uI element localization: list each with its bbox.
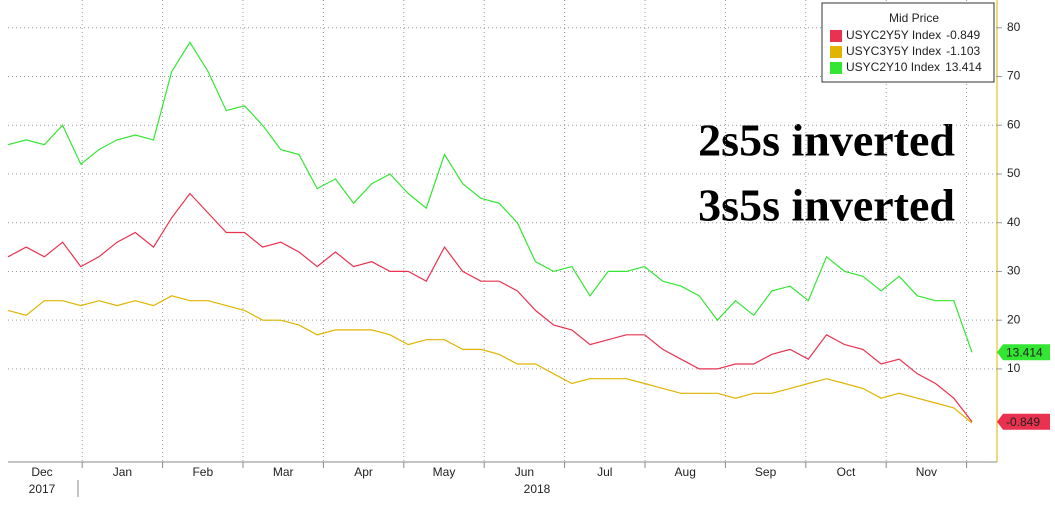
legend-value: 13.414 <box>945 60 982 74</box>
legend-box <box>821 2 995 83</box>
y-tick-label: 50 <box>1007 166 1021 180</box>
legend-swatch <box>830 62 842 74</box>
x-tick-label: Apr <box>354 465 373 479</box>
series-line <box>7 192 973 423</box>
x-tick-label: Oct <box>837 465 856 479</box>
x-tick-label: Mar <box>273 465 294 479</box>
y-tick-label: 80 <box>1007 20 1021 34</box>
legend-title: Mid Price <box>889 11 939 25</box>
x-tick-label: Jun <box>515 465 534 479</box>
legend-value: -1.103 <box>946 44 980 58</box>
year-label: 2018 <box>524 482 551 496</box>
legend-swatch <box>830 46 842 58</box>
value-flag <box>997 344 1050 361</box>
series-line <box>7 41 973 353</box>
value-flag-label: 13.414 <box>1006 345 1043 359</box>
y-tick-label: 20 <box>1007 312 1021 326</box>
y-tick-label: 70 <box>1007 69 1021 83</box>
legend-swatch <box>830 30 842 42</box>
legend-value: -0.849 <box>946 28 980 42</box>
annotation: 3s5s inverted <box>698 180 955 231</box>
value-flag-label: -0.849 <box>1006 415 1040 429</box>
x-tick-label: Feb <box>192 465 213 479</box>
x-tick-label: Aug <box>675 465 696 479</box>
x-tick-label: Dec <box>31 465 52 479</box>
y-tick-label: 30 <box>1007 264 1021 278</box>
x-tick-label: Nov <box>916 465 937 479</box>
series-line <box>7 295 973 424</box>
x-tick-label: Jul <box>597 465 612 479</box>
legend-label: USYC2Y5Y Index <box>846 28 941 42</box>
x-tick-label: May <box>433 465 456 479</box>
x-tick-label: Jan <box>113 465 132 479</box>
year-label: 2017 <box>29 482 56 496</box>
x-tick-label: Sep <box>755 465 777 479</box>
legend-label: USYC2Y10 Index <box>846 60 940 74</box>
y-tick-label: 40 <box>1007 215 1021 229</box>
annotation: 2s5s inverted <box>698 115 955 166</box>
y-tick-label: 10 <box>1007 361 1021 375</box>
y-tick-label: 60 <box>1007 117 1021 131</box>
value-flag <box>997 413 1050 430</box>
legend-label: USYC3Y5Y Index <box>846 44 941 58</box>
